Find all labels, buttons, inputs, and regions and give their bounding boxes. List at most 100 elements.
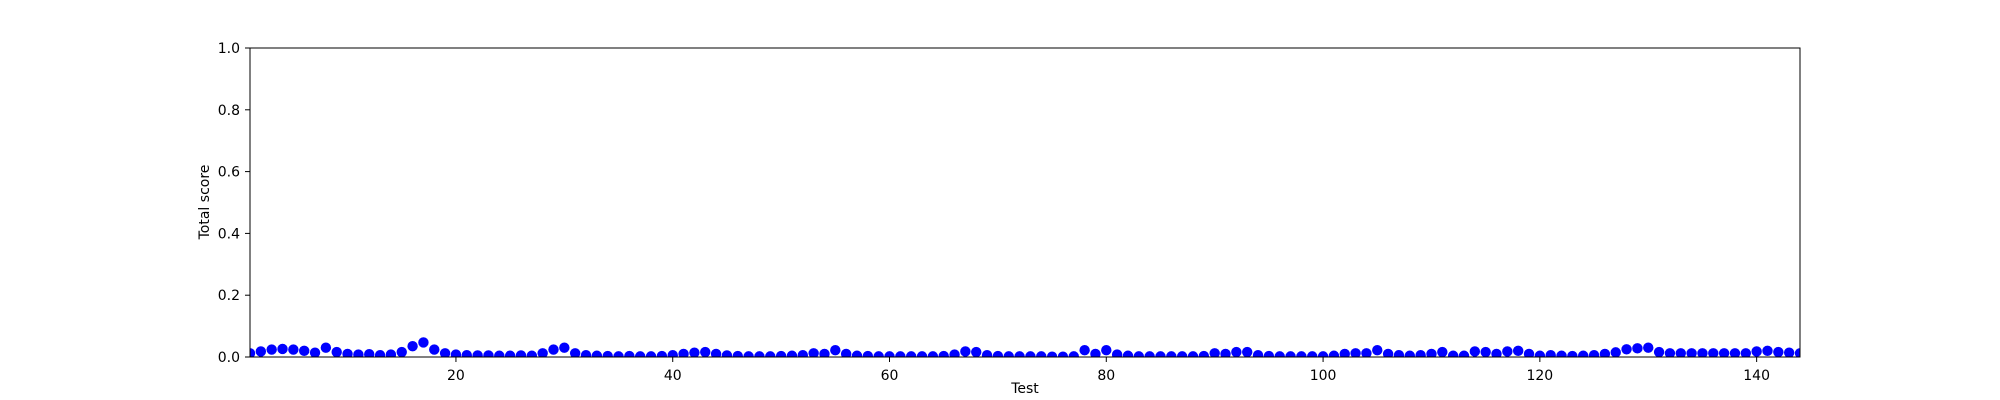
data-point bbox=[992, 350, 1004, 357]
data-point bbox=[483, 350, 494, 357]
data-point bbox=[342, 348, 353, 357]
data-point bbox=[1426, 348, 1437, 357]
data-point bbox=[1328, 350, 1340, 357]
data-point bbox=[250, 348, 256, 357]
data-point bbox=[613, 351, 624, 357]
data-point bbox=[1762, 345, 1773, 357]
data-point bbox=[1578, 350, 1589, 357]
data-point bbox=[927, 351, 939, 357]
data-point bbox=[1545, 349, 1556, 357]
data-point bbox=[1220, 348, 1231, 357]
data-point bbox=[526, 350, 538, 357]
data-point bbox=[385, 349, 397, 357]
data-point bbox=[830, 345, 841, 356]
data-point bbox=[1166, 351, 1177, 357]
data-point bbox=[1339, 348, 1350, 357]
data-point bbox=[938, 350, 949, 357]
y-tick-label: 0.4 bbox=[218, 226, 240, 242]
data-point bbox=[396, 346, 407, 357]
data-point bbox=[624, 350, 635, 357]
data-point bbox=[1025, 351, 1036, 357]
data-point bbox=[678, 348, 689, 357]
data-point bbox=[309, 347, 321, 357]
data-point bbox=[407, 340, 418, 352]
data-point bbox=[1675, 348, 1686, 357]
y-axis-ticks: 0.0 0.2 0.4 0.6 0.8 1.0 bbox=[218, 41, 250, 366]
x-tick-label: 140 bbox=[1743, 368, 1770, 384]
data-point bbox=[1057, 351, 1069, 357]
x-tick-label: 60 bbox=[881, 368, 899, 384]
data-point bbox=[1274, 351, 1285, 357]
data-point bbox=[1393, 349, 1405, 357]
data-point bbox=[569, 348, 581, 357]
data-point bbox=[754, 351, 765, 357]
data-point bbox=[1534, 350, 1546, 357]
data-point bbox=[732, 350, 743, 357]
data-point bbox=[450, 349, 462, 357]
data-point bbox=[353, 349, 364, 357]
data-point bbox=[851, 350, 863, 357]
data-point bbox=[1014, 351, 1025, 357]
data-point bbox=[786, 350, 798, 357]
data-point bbox=[580, 349, 592, 357]
data-point bbox=[743, 351, 754, 357]
data-point bbox=[1556, 350, 1567, 357]
x-tick-label: 40 bbox=[664, 368, 682, 384]
y-axis-label: Total score bbox=[197, 165, 213, 241]
data-point bbox=[862, 350, 874, 357]
data-point bbox=[645, 351, 657, 357]
data-point bbox=[1036, 351, 1047, 357]
data-point bbox=[288, 344, 299, 355]
data-point bbox=[895, 351, 906, 357]
data-point bbox=[1133, 351, 1145, 357]
data-point bbox=[1144, 351, 1155, 357]
x-axis-ticks: 20 40 60 80 100 120 140 bbox=[447, 357, 1770, 384]
data-point bbox=[1512, 345, 1524, 357]
data-point bbox=[1794, 348, 1800, 357]
data-point bbox=[1122, 350, 1134, 357]
data-point bbox=[916, 351, 928, 357]
data-point bbox=[1708, 348, 1719, 357]
y-tick-label: 0.6 bbox=[218, 165, 240, 181]
data-point bbox=[1729, 348, 1741, 357]
data-point bbox=[439, 348, 451, 357]
data-point bbox=[1231, 346, 1242, 357]
data-point bbox=[1285, 351, 1296, 357]
data-point bbox=[472, 350, 483, 357]
x-tick-label: 120 bbox=[1526, 368, 1553, 384]
data-point bbox=[515, 350, 527, 357]
data-point bbox=[1773, 346, 1784, 357]
data-point bbox=[1198, 350, 1210, 357]
data-point bbox=[255, 346, 267, 357]
data-point bbox=[461, 349, 472, 357]
data-point bbox=[591, 350, 603, 357]
data-point bbox=[949, 349, 960, 357]
data-point bbox=[819, 348, 830, 357]
data-point bbox=[559, 342, 570, 353]
data-point bbox=[299, 345, 310, 357]
data-point bbox=[689, 347, 700, 357]
data-point bbox=[504, 350, 516, 357]
data-point bbox=[1643, 342, 1654, 353]
data-point bbox=[374, 349, 386, 357]
data-point bbox=[1176, 351, 1188, 357]
data-point bbox=[635, 351, 646, 357]
data-point bbox=[429, 344, 440, 355]
data-point bbox=[1242, 346, 1253, 357]
data-point bbox=[320, 342, 332, 353]
data-point bbox=[1187, 351, 1199, 357]
data-point bbox=[1404, 350, 1415, 357]
data-point bbox=[905, 351, 917, 357]
x-tick-label: 20 bbox=[447, 368, 465, 384]
data-point bbox=[797, 349, 808, 357]
data-point bbox=[840, 348, 852, 357]
data-point bbox=[1046, 351, 1058, 357]
x-axis-label: Test bbox=[1010, 381, 1039, 397]
data-point bbox=[548, 344, 559, 355]
data-point bbox=[1263, 350, 1275, 357]
data-point bbox=[1437, 346, 1448, 357]
x-tick-label: 100 bbox=[1310, 368, 1337, 384]
data-point bbox=[1415, 349, 1426, 357]
